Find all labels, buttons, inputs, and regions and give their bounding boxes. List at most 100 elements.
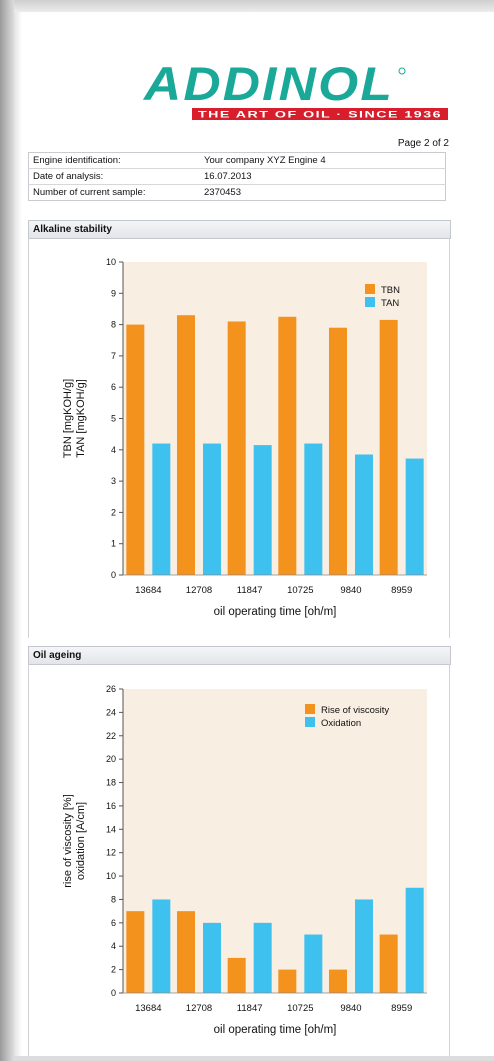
ageing-chart-x-tick-label: 13684 (135, 1003, 161, 1014)
ageing-chart-x-tick-label: 10725 (287, 1003, 313, 1014)
section-header-oil-ageing: Oil ageing (28, 646, 451, 665)
tbn-chart-legend-swatch (365, 297, 375, 307)
ageing-chart-plot-area (123, 689, 427, 993)
tbn-chart-bar-tbn (329, 327, 347, 575)
tbn-chart-x-tick-label: 8959 (391, 585, 412, 596)
tbn-chart-bar-tan (152, 443, 171, 575)
ageing-chart-bar-rise-of-viscosity (278, 969, 297, 993)
page-number: Page 2 of 2 (397, 138, 449, 149)
logo-tagline-bar (192, 108, 448, 120)
ageing-chart-y-tick-label: 2 (111, 965, 116, 975)
ageing-chart-bar-oxidation (152, 899, 171, 993)
ageing-chart-legend-label: Rise of viscosity (321, 705, 389, 716)
info-label: Engine identification: (28, 152, 200, 169)
tbn-chart-y-tick-label: 9 (111, 288, 116, 298)
ageing-chart-y-tick-label: 0 (111, 988, 116, 998)
tbn-chart-x-tick-label: 10725 (287, 585, 313, 596)
tbn-chart-y-tick-label: 1 (111, 539, 116, 549)
tbn-chart-y-tick-label: 0 (111, 570, 116, 580)
ageing-chart-legend-swatch (305, 717, 315, 727)
tbn-chart-legend-swatch (365, 284, 375, 294)
window-top-edge (14, 0, 494, 12)
tbn-chart-bar-tbn (126, 324, 145, 575)
tbn-chart-y-tick-label: 10 (106, 257, 116, 267)
tbn-chart-x-tick-label: 12708 (186, 585, 212, 596)
alkaline-chart-panel: 0 1 2 3 4 5 6 7 8 9 10 13684 12708 11847 10725 9840 8959… (28, 238, 450, 638)
ageing-chart-x-tick-label: 12708 (186, 1003, 212, 1014)
ageing-chart-y-axis-label: oxidation [A/cm] (75, 802, 87, 880)
ageing-chart-legend-swatch (305, 704, 315, 714)
ageing-chart-legend-label: Oxidation (321, 718, 361, 729)
tbn-chart-x-axis-label: oil operating time [oh/m] (214, 606, 337, 618)
ageing-chart-x-tick-label: 11847 (237, 1003, 263, 1014)
ageing-chart-y-tick-label: 20 (106, 754, 116, 764)
ageing-chart-y-tick-label: 14 (106, 824, 116, 834)
tbn-chart-y-tick-label: 6 (111, 382, 116, 392)
tbn-chart-bar-tan (355, 454, 373, 575)
section-header-alkaline-stability: Alkaline stability (28, 220, 451, 239)
tbn-chart-bar-tbn (379, 319, 398, 575)
ageing-chart-bar-rise-of-viscosity (379, 934, 398, 993)
info-label: Date of analysis: (28, 168, 200, 185)
ageing-chart-bar-rise-of-viscosity (329, 969, 347, 993)
tbn-chart-bar-tan (253, 445, 272, 575)
ageing-chart-y-tick-label: 24 (106, 707, 116, 717)
engine-info-table: Engine identification: Your company XYZ … (28, 152, 446, 201)
ageing-chart-y-tick-label: 6 (111, 918, 116, 928)
ageing-chart-bar-oxidation (355, 899, 373, 993)
tbn-chart-y-tick-label: 5 (111, 414, 116, 424)
page-bottom-edge (14, 1056, 494, 1061)
ageing-chart-bar-oxidation (304, 934, 323, 993)
ageing-chart-bar-oxidation (253, 922, 272, 993)
tbn-chart-legend-label: TAN (381, 298, 399, 309)
tbn-chart-bar-tan (405, 458, 424, 575)
tbn-chart-plot-area (123, 262, 427, 575)
tbn-chart-y-tick-label: 3 (111, 476, 116, 486)
info-label: Number of current sample: (33, 187, 146, 198)
ageing-chart-y-tick-label: 12 (106, 848, 116, 858)
tbn-chart-y-axis-label: TAN [mgKOH/g] (75, 379, 87, 458)
tbn-chart-bar-tbn (177, 315, 195, 575)
tbn-chart-y-tick-label: 2 (111, 507, 116, 517)
tbn-chart-y-tick-label: 4 (111, 445, 116, 455)
window-left-edge (0, 0, 14, 1061)
ageing-chart-y-tick-label: 8 (111, 894, 116, 904)
ageing-chart-bar-rise-of-viscosity (227, 957, 246, 993)
ageing-chart-y-tick-label: 4 (111, 941, 116, 951)
info-value: 2370453 (204, 187, 241, 198)
tbn-chart-bar-tan (203, 443, 221, 575)
tbn-chart-bar-tan (304, 443, 323, 575)
info-row: Engine identification: Your company XYZ … (28, 152, 446, 169)
oil-ageing-chart-panel: 0 2 4 6 8 10 12 14 16 18 20 22 24 26 13684 12708 11847 10… (28, 664, 450, 1056)
ageing-chart-x-axis-label: oil operating time [oh/m] (214, 1024, 337, 1036)
tbn-chart-x-tick-label: 9840 (340, 585, 361, 596)
ageing-chart-bar-rise-of-viscosity (126, 911, 145, 993)
alkaline-stability-chart: 0 1 2 3 4 5 6 7 8 9 10 13684 12708 11847 10725 9840 8959… (62, 257, 427, 618)
page-shadow (14, 12, 22, 1061)
tbn-chart-x-tick-label: 11847 (237, 585, 263, 596)
addinol-logo: ADDINOL THE ART OF OIL · SINCE 1936 (143, 57, 448, 121)
tbn-chart-y-axis-label: TBN [mgKOH/g] (62, 379, 74, 458)
ageing-chart-x-tick-label: 9840 (340, 1003, 361, 1014)
ageing-chart-y-tick-label: 10 (106, 871, 116, 881)
tbn-chart-y-tick-label: 8 (111, 320, 116, 330)
ageing-chart-y-tick-label: 26 (106, 684, 116, 694)
info-value: 16.07.2013 (200, 168, 446, 185)
logo-tagline: THE ART OF OIL · SINCE 1936 (198, 110, 442, 121)
ageing-chart-bar-rise-of-viscosity (177, 911, 195, 993)
ageing-chart-y-tick-label: 18 (106, 778, 116, 788)
logo-brand: ADDINOL (143, 57, 394, 110)
info-value: Your company XYZ Engine 4 (200, 152, 446, 169)
ageing-chart-y-tick-label: 22 (106, 731, 116, 741)
ageing-chart-y-axis-label: rise of viscosity [%] (62, 794, 74, 888)
tbn-chart-y-tick-label: 7 (111, 351, 116, 361)
info-row: Number of current sample: 2370453 (29, 185, 446, 201)
ageing-chart-x-tick-label: 8959 (391, 1003, 412, 1014)
tbn-chart-bar-tbn (278, 316, 297, 575)
ageing-chart-y-tick-label: 16 (106, 801, 116, 811)
info-row: Date of analysis: 16.07.2013 (28, 168, 446, 185)
tbn-chart-bar-tbn (227, 321, 246, 575)
tbn-chart-legend-label: TBN (381, 285, 400, 296)
tbn-chart-x-tick-label: 13684 (135, 585, 161, 596)
